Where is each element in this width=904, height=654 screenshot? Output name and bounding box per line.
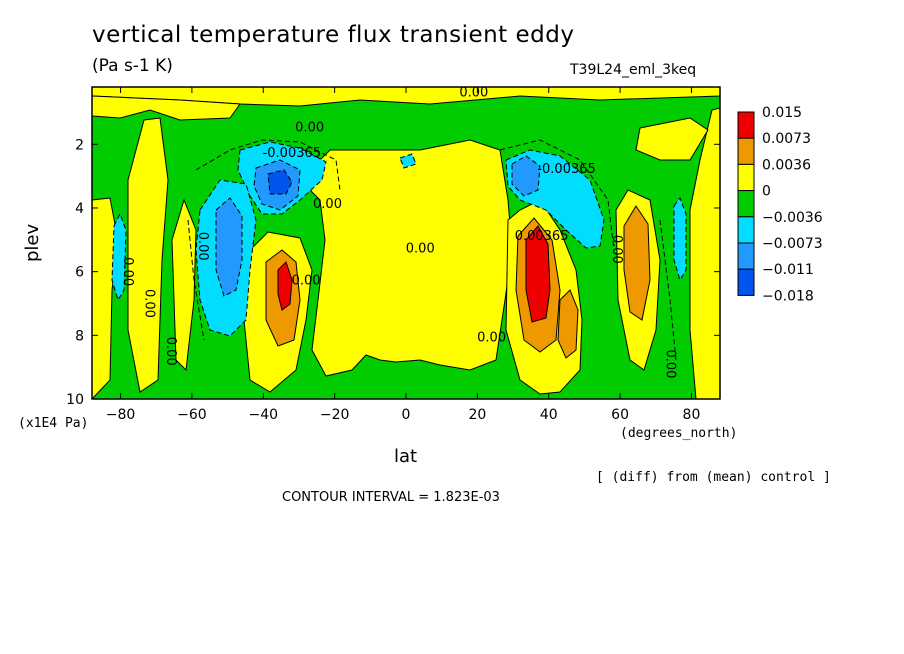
contour-label: 0.00: [609, 235, 624, 264]
orange-right: [623, 205, 651, 321]
contour-label: 0.00: [477, 331, 506, 346]
region-upper-right: [635, 117, 709, 161]
contour-label: 0.00365: [515, 229, 569, 244]
contour-label: 0.00: [120, 257, 135, 286]
x-tick-label: 80: [683, 407, 701, 423]
y-tick-label: 10: [66, 392, 84, 408]
x-tick-label: −40: [248, 407, 278, 423]
blue-north-upper: [511, 155, 541, 197]
region-left-column-b: [127, 117, 169, 393]
legend-swatch: [737, 190, 755, 218]
contour-label: 0.00: [662, 350, 677, 379]
region-top-left: [92, 95, 241, 121]
blue-south-column: [215, 197, 243, 297]
chart-units: (Pa s-1 K): [92, 56, 173, 76]
legend-label: −0.018: [762, 288, 814, 304]
x-tick-label: −80: [106, 407, 136, 423]
y-tick-label: 6: [75, 265, 84, 281]
y-tick-label: 8: [75, 328, 84, 344]
run-name: T39L24_eml_3keq: [570, 62, 697, 78]
contour-interval: CONTOUR INTERVAL = 1.823E-03: [282, 490, 500, 505]
x-axis-units: (degrees_north): [620, 426, 738, 441]
region-left-column-c: [171, 198, 197, 372]
x-tick-label: −60: [177, 407, 207, 423]
diff-note: [ (diff) from (mean) control ]: [596, 470, 831, 485]
contour-line: [499, 139, 615, 251]
contour-label: -0.00365: [263, 146, 321, 161]
x-tick-label: 0: [402, 407, 411, 423]
dashed-contours: [187, 139, 677, 361]
red-north: [525, 225, 551, 323]
legend-label: −0.0073: [762, 236, 823, 252]
region-left-column-a: [92, 197, 119, 399]
legend-swatch: [737, 242, 755, 270]
plot-area: [92, 87, 720, 399]
x-axis-label: lat: [394, 446, 418, 467]
legend-label: 0.0073: [762, 131, 811, 147]
contour-label: 0.00: [163, 337, 178, 366]
legend-label: 0: [762, 184, 771, 200]
axis-ticks: −80 −60 −40 −20 0 20 40 60 80 2 4 6 8 10: [66, 87, 720, 423]
region-right-edge: [689, 107, 720, 399]
legend-label: −0.0036: [762, 210, 823, 226]
orange-north-2: [557, 289, 579, 359]
dark-blue-regions: [267, 169, 293, 195]
contour-line: [659, 219, 677, 361]
contour-label: 0.00: [195, 232, 210, 261]
y-tick-label: 2: [75, 137, 84, 153]
legend-swatch: [737, 268, 755, 296]
contour-label: 0.00: [295, 121, 324, 136]
contour-label: 0.00: [142, 289, 157, 318]
x-tick-label: −20: [320, 407, 350, 423]
contour-line: [187, 219, 205, 341]
contour-label: 0.00: [292, 273, 321, 288]
cyan-far-right: [673, 196, 687, 282]
contour-label: -0.00365: [537, 162, 595, 177]
red-south: [277, 261, 293, 311]
contour-label: 0.00: [313, 197, 342, 212]
contour-line: [195, 139, 341, 191]
legend-label: 0.0036: [762, 157, 811, 173]
legend-label: 0.015: [762, 105, 802, 121]
x-tick-label: 20: [468, 407, 486, 423]
legend-swatch: [737, 216, 755, 244]
contour-label: 0.00: [406, 242, 435, 257]
x-tick-label: 60: [611, 407, 629, 423]
legend-swatch: [737, 137, 755, 165]
contour-labels: 0.00 0.00 -0.00365 0.00 0.00 -0.00365 0.00365 0…: [120, 86, 677, 379]
region-center: [299, 139, 513, 377]
contour-label: 0.00: [459, 86, 488, 101]
red-regions: [277, 225, 551, 323]
dark-blue-south: [267, 169, 293, 195]
cyan-far-left: [111, 212, 127, 302]
x-tick-label: 40: [540, 407, 558, 423]
legend-swatch: [737, 163, 755, 192]
y-tick-label: 4: [75, 201, 84, 217]
legend: 0.015 0.0073 0.0036 0 −0.0036 −0.0073 −0.011 −0…: [737, 105, 823, 304]
legend-swatch: [737, 111, 755, 139]
y-axis-units: (x1E4 Pa): [18, 416, 89, 431]
legend-label: −0.011: [762, 262, 814, 278]
cyan-center-sliver: [399, 153, 417, 169]
chart-title: vertical temperature flux transient eddy: [92, 22, 575, 48]
